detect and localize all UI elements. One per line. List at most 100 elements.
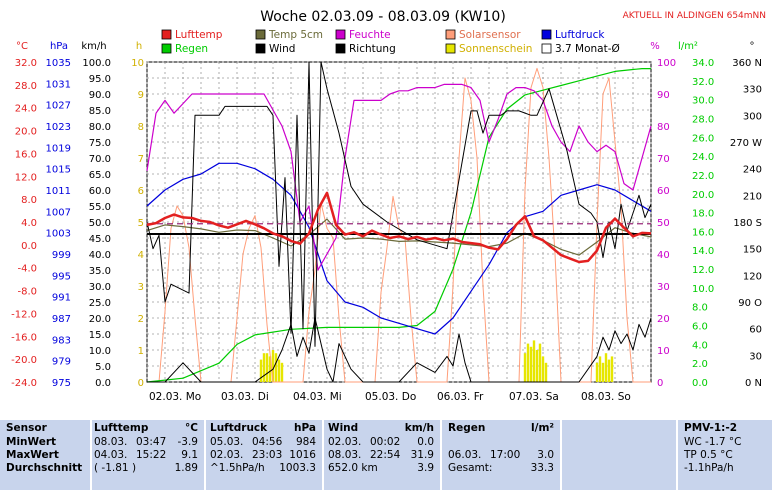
tick-celsius: 32.0: [15, 58, 37, 69]
legend-swatch: [335, 43, 346, 54]
tick-kmh: 45.0: [89, 234, 111, 245]
tick-percent: 10: [657, 346, 670, 357]
tick-percent: 20: [657, 314, 670, 325]
stats-date: 05.03.: [210, 436, 244, 448]
tick-rain: 32.0: [692, 77, 714, 88]
stats-pmv: PMV-1:-2 WC -1.7 °C TP 0.5 °C -1.1hPa/h: [678, 420, 772, 490]
tick-rain: 12.0: [692, 265, 714, 276]
tick-percent: 50: [657, 218, 670, 229]
stats-time: 22:54: [370, 449, 401, 461]
stats-unit: hPa: [294, 422, 316, 434]
legend-label: Wind: [269, 43, 295, 55]
sunshine-bar: [526, 343, 530, 382]
tick-direction: 330: [743, 85, 762, 96]
stats-note: ^1.5hPa/h: [210, 462, 265, 474]
x-day-label: 07.03. Sa: [509, 391, 559, 403]
sunshine-bar: [610, 356, 614, 382]
tick-percent: 100: [657, 58, 676, 69]
stats-note: 652.0 km: [328, 462, 378, 474]
tick-kmh: 30.0: [89, 282, 111, 293]
tick-direction: 0 N: [745, 378, 762, 389]
tick-celsius: 24.0: [15, 104, 37, 115]
stats-value: 0.0: [417, 436, 434, 448]
stats-unit: km/h: [404, 422, 434, 434]
stats-time: 04:56: [252, 436, 283, 448]
tick-celsius: -24.0: [11, 378, 37, 389]
tick-kmh: 55.0: [89, 202, 111, 213]
stats-time: 00:02: [370, 436, 401, 448]
stats-value: 33.3: [530, 462, 554, 474]
stats-pmv-value: WC -1.7 °C: [684, 436, 742, 448]
tick-hpa: 1019: [46, 143, 71, 154]
stats-sensor: Sensor MinWert MaxWert Durchschnitt: [0, 420, 92, 490]
series-feuchte: [146, 83, 652, 271]
tick-direction: 270 W: [730, 138, 762, 149]
tick-direction: 210: [743, 191, 762, 202]
sunshine-bar: [259, 359, 263, 382]
tick-kmh: 40.0: [89, 250, 111, 261]
stats-value: 3.9: [417, 462, 434, 474]
legend-label: Lufttemp: [175, 29, 223, 41]
x-day-label: 02.03. Mo: [149, 391, 201, 403]
stats-header: Regen: [448, 422, 486, 434]
chart-canvas: Woche 02.03.09 - 08.03.09 (KW10) AKTUELL…: [0, 0, 772, 420]
tick-kmh: 75.0: [89, 138, 111, 149]
tick-kmh: 0.0: [95, 378, 111, 389]
stats-value: 1016: [289, 449, 316, 461]
stats-date: 08.03.: [94, 436, 128, 448]
tick-hpa: 999: [52, 250, 71, 261]
tick-hpa: 1011: [46, 186, 71, 197]
axis-unit-hpa_unit: hPa: [50, 41, 68, 52]
tick-hours: 0: [138, 378, 144, 389]
tick-hpa: 1007: [46, 207, 71, 218]
tick-percent: 80: [657, 122, 670, 133]
stats-date: 02.03.: [328, 436, 362, 448]
tick-hpa: 995: [52, 271, 71, 282]
sunshine-bar: [523, 353, 527, 382]
stats-date: 04.03.: [94, 449, 128, 461]
legend-swatch: [445, 43, 456, 54]
stats-header: Luftdruck: [210, 422, 268, 434]
tick-percent: 0: [657, 378, 663, 389]
station-label: AKTUELL IN ALDINGEN 654mNN: [623, 11, 766, 21]
stats-lufttemp: Lufttemp °C 08.03. 03:47 -3.9 04.03. 15:22 9.…: [90, 420, 206, 490]
tick-kmh: 15.0: [89, 330, 111, 341]
sunshine-bar: [535, 350, 539, 382]
tick-rain: 10.0: [692, 284, 714, 295]
tick-direction: 240: [743, 165, 762, 176]
sunshine-bar: [262, 353, 266, 382]
tick-kmh: 70.0: [89, 154, 111, 165]
stats-time: 03:47: [136, 436, 167, 448]
sunshine-bar: [595, 362, 599, 382]
x-day-label: 06.03. Fr: [437, 391, 484, 403]
tick-celsius: -16.0: [11, 332, 37, 343]
stats-label: Durchschnitt: [6, 462, 83, 474]
tick-hpa: 979: [52, 357, 71, 368]
stats-value: -3.9: [177, 436, 199, 448]
tick-direction: 360 N: [732, 58, 762, 69]
stats-value: 1.89: [174, 462, 198, 474]
series-richtung: [146, 61, 652, 347]
stats-pmv-value: -1.1hPa/h: [684, 462, 734, 474]
legend-label: Luftdruck: [555, 29, 605, 41]
tick-hpa: 1035: [46, 58, 71, 69]
sunshine-bar: [604, 353, 608, 382]
tick-hours: 1: [138, 346, 144, 357]
tick-kmh: 25.0: [89, 298, 111, 309]
legend-swatch: [541, 43, 552, 54]
tick-hpa: 991: [52, 293, 71, 304]
tick-hours: 10: [131, 58, 144, 69]
legend-swatch: [255, 43, 266, 54]
stats-time: 23:03: [252, 449, 283, 461]
tick-celsius: 12.0: [15, 172, 37, 183]
sunshine-bar: [598, 356, 602, 382]
tick-percent: 40: [657, 250, 670, 261]
legend-label: Solarsensor: [459, 29, 521, 41]
tick-kmh: 20.0: [89, 314, 111, 325]
tick-percent: 30: [657, 282, 670, 293]
tick-celsius: 0.0: [21, 241, 37, 252]
sunshine-bar: [277, 359, 281, 382]
chart-legend: Lufttemp Regen Temp 5cm Wind Feuchte Richtung…: [161, 29, 620, 55]
tick-celsius: 4.0: [21, 218, 37, 229]
tick-celsius: -8.0: [17, 287, 37, 298]
